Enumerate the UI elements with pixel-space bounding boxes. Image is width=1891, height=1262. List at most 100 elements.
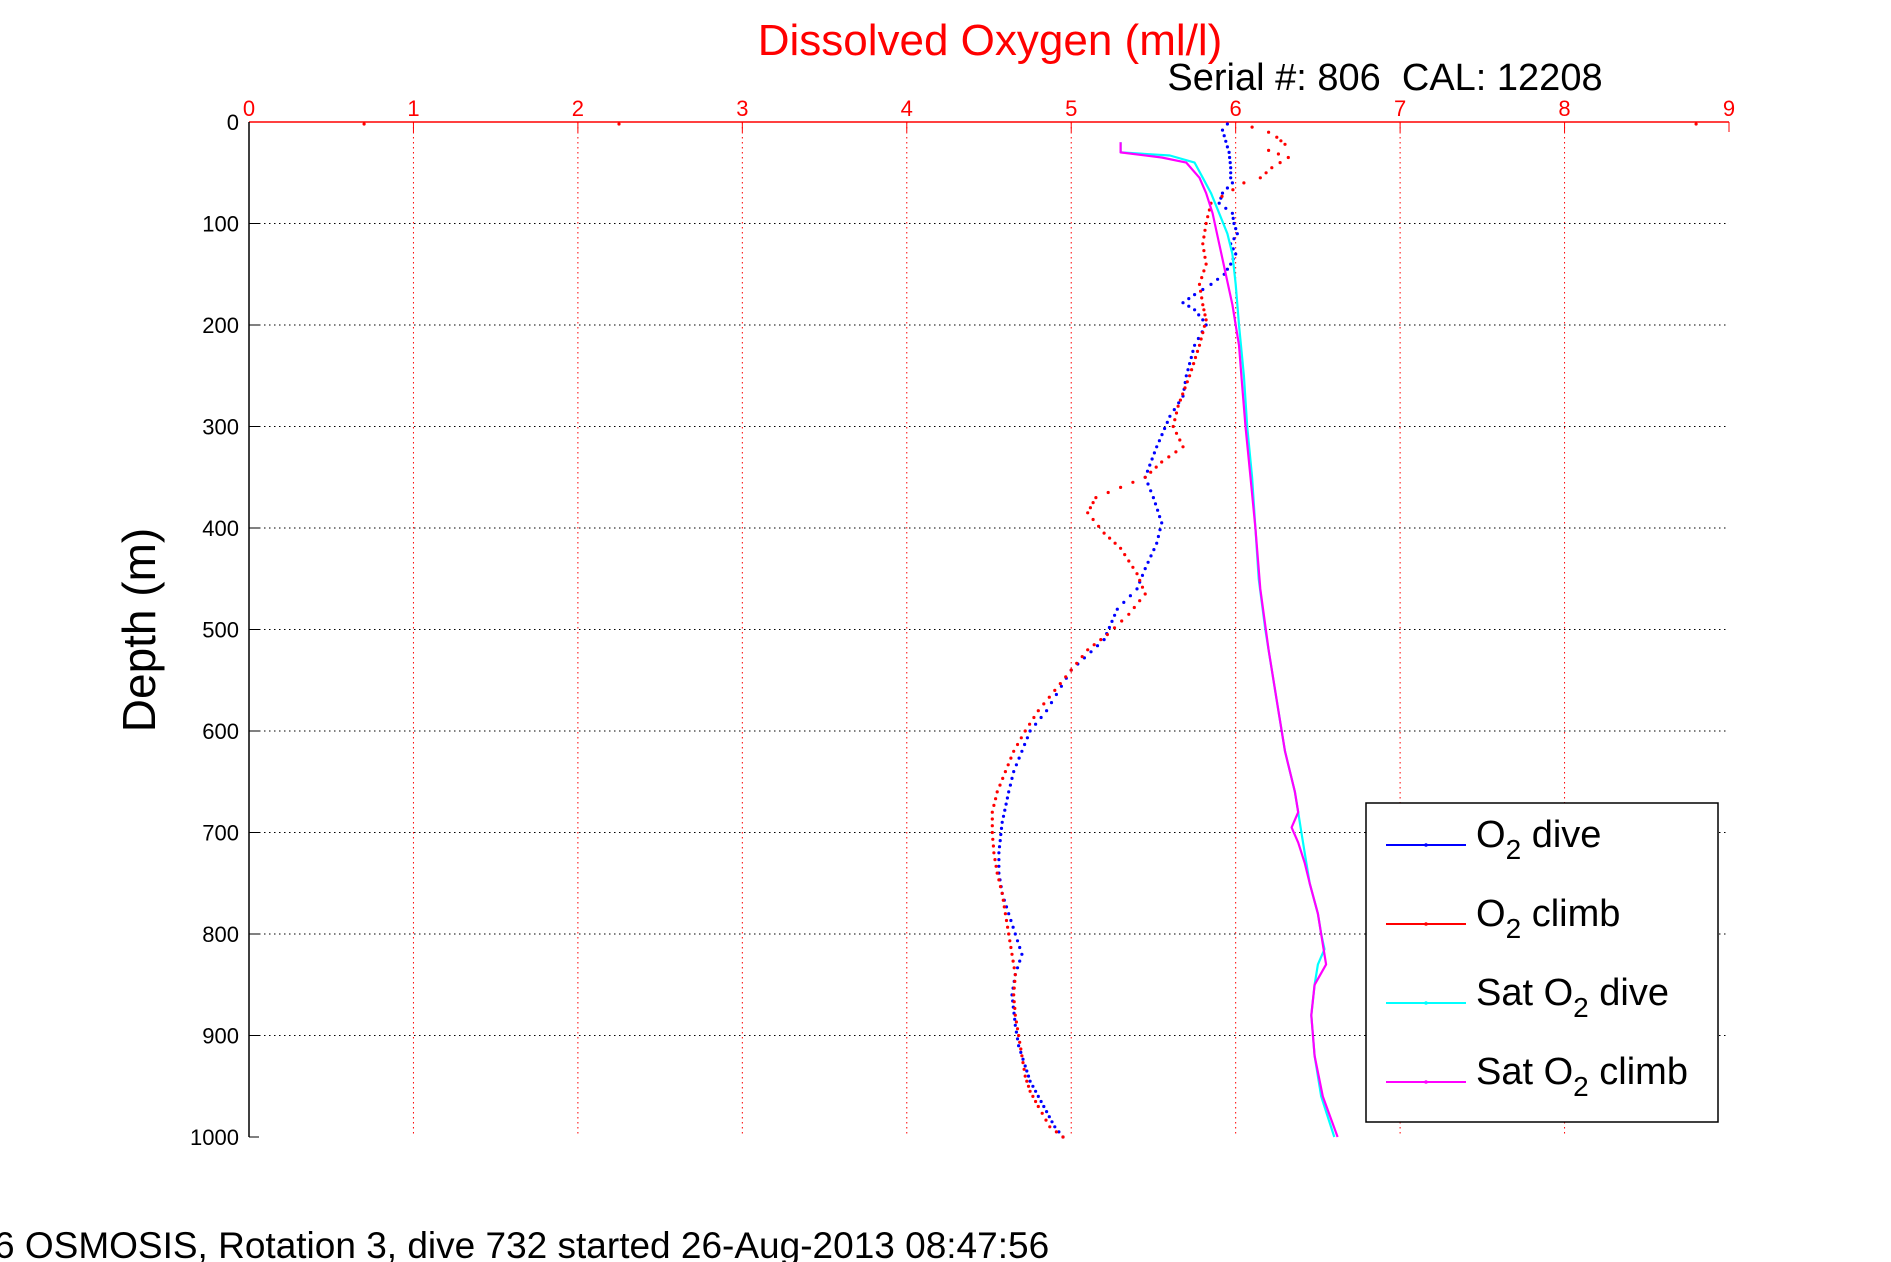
legend-label: Sat O2 dive bbox=[1476, 972, 1669, 1023]
data-point bbox=[1229, 166, 1233, 170]
data-point bbox=[1224, 206, 1228, 210]
data-point bbox=[1131, 480, 1135, 484]
data-point bbox=[1122, 600, 1126, 605]
data-point bbox=[1106, 490, 1110, 495]
data-point bbox=[997, 845, 1002, 849]
data-point bbox=[992, 851, 996, 855]
data-point bbox=[1013, 973, 1017, 977]
data-point bbox=[1140, 585, 1145, 589]
data-point bbox=[1061, 1135, 1065, 1139]
data-point bbox=[997, 858, 1001, 862]
data-point bbox=[1193, 293, 1197, 297]
data-point bbox=[1145, 469, 1150, 473]
data-point bbox=[1050, 1120, 1054, 1124]
data-point bbox=[1013, 1017, 1017, 1021]
data-point bbox=[1017, 1044, 1021, 1048]
data-point bbox=[1258, 176, 1262, 180]
x-tick-label: 6 bbox=[1230, 96, 1242, 121]
data-point bbox=[1278, 161, 1282, 165]
data-point bbox=[1105, 633, 1109, 637]
data-point bbox=[1020, 749, 1024, 753]
data-point bbox=[1119, 485, 1123, 489]
data-point bbox=[1235, 232, 1239, 236]
data-point bbox=[1146, 560, 1150, 564]
data-point bbox=[1054, 692, 1058, 697]
data-point bbox=[1286, 155, 1290, 160]
data-point bbox=[1009, 918, 1013, 923]
data-point bbox=[1102, 531, 1106, 535]
data-point bbox=[1132, 605, 1136, 610]
data-point bbox=[1225, 145, 1229, 149]
data-point bbox=[1112, 626, 1117, 630]
data-point bbox=[1224, 139, 1228, 143]
data-point bbox=[1015, 1037, 1020, 1041]
data-point bbox=[1010, 952, 1014, 956]
data-point bbox=[1110, 619, 1114, 624]
y-tick-label: 400 bbox=[202, 516, 239, 541]
data-point bbox=[1094, 496, 1098, 500]
data-point bbox=[1228, 155, 1232, 160]
data-point bbox=[1047, 1115, 1051, 1119]
y-tick-label: 800 bbox=[202, 922, 239, 947]
data-point bbox=[1203, 255, 1207, 259]
data-point bbox=[1279, 139, 1283, 143]
data-point bbox=[1013, 979, 1017, 984]
data-point bbox=[1197, 343, 1202, 347]
data-point bbox=[1202, 308, 1206, 312]
data-point bbox=[1186, 368, 1190, 372]
data-point bbox=[1228, 161, 1232, 165]
data-point bbox=[1108, 536, 1112, 540]
data-point bbox=[1013, 932, 1017, 936]
data-point bbox=[1011, 925, 1015, 929]
data-point bbox=[1000, 820, 1004, 824]
data-point bbox=[1201, 303, 1205, 307]
data-point bbox=[1202, 269, 1206, 273]
data-point bbox=[999, 826, 1004, 831]
data-point bbox=[1014, 763, 1019, 767]
x-tick-label: 8 bbox=[1558, 96, 1570, 121]
data-point bbox=[1160, 433, 1164, 437]
data-point bbox=[994, 864, 998, 868]
data-point bbox=[1231, 216, 1235, 220]
data-point bbox=[1086, 648, 1090, 652]
data-point bbox=[1034, 722, 1038, 726]
data-point bbox=[1232, 221, 1236, 226]
data-point bbox=[1234, 252, 1238, 256]
data-point bbox=[1155, 445, 1159, 449]
x-tick-label: 5 bbox=[1065, 96, 1077, 121]
data-point bbox=[1270, 166, 1274, 170]
data-point bbox=[1171, 424, 1175, 429]
data-point bbox=[1025, 1069, 1029, 1073]
data-point bbox=[1250, 125, 1254, 129]
data-point bbox=[1021, 1057, 1025, 1061]
data-point bbox=[1202, 324, 1206, 328]
data-point bbox=[1015, 966, 1020, 970]
y-tick-label: 600 bbox=[202, 719, 239, 744]
x-tick-label: 9 bbox=[1723, 96, 1735, 121]
data-point bbox=[1013, 1013, 1017, 1017]
data-point bbox=[1217, 201, 1221, 205]
data-point bbox=[1229, 262, 1233, 266]
data-point bbox=[1025, 1079, 1029, 1083]
data-point bbox=[1023, 742, 1027, 747]
data-point bbox=[1004, 905, 1009, 909]
data-point bbox=[1040, 1111, 1044, 1115]
data-point bbox=[1028, 1089, 1032, 1093]
data-point bbox=[1189, 355, 1193, 360]
data-point bbox=[1031, 1094, 1035, 1098]
data-point bbox=[1012, 1000, 1016, 1004]
y-tick-label: 100 bbox=[202, 212, 239, 237]
data-point bbox=[1143, 592, 1147, 596]
data-point bbox=[1158, 515, 1162, 519]
y-tick-label: 1000 bbox=[190, 1125, 239, 1150]
data-point bbox=[1152, 548, 1156, 552]
data-point bbox=[1163, 426, 1167, 431]
data-point bbox=[1199, 337, 1203, 341]
data-point bbox=[1149, 554, 1153, 558]
data-point bbox=[1220, 194, 1224, 198]
data-point bbox=[1015, 1027, 1020, 1031]
data-point bbox=[1097, 524, 1101, 528]
data-point bbox=[1013, 1006, 1017, 1011]
data-point bbox=[1011, 959, 1015, 963]
data-point bbox=[1059, 684, 1063, 688]
